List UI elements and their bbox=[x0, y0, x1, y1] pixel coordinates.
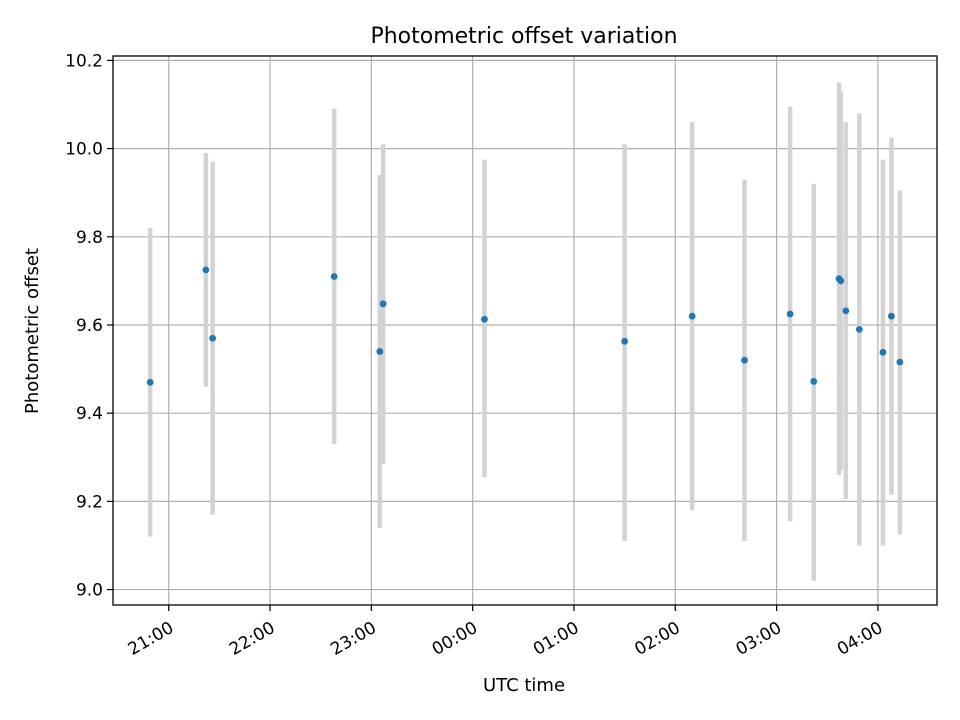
plot-frame bbox=[112, 55, 938, 606]
data-point bbox=[146, 378, 154, 386]
data-point bbox=[888, 312, 895, 320]
grid bbox=[113, 56, 937, 605]
data-point bbox=[842, 307, 850, 315]
data-points bbox=[146, 266, 904, 386]
y-tick-label: 9.2 bbox=[76, 492, 103, 512]
data-point bbox=[330, 273, 338, 280]
y-tick-label: 9.6 bbox=[76, 316, 103, 336]
y-tick-label: 10.2 bbox=[65, 51, 103, 71]
y-tick-label: 9.8 bbox=[76, 228, 103, 248]
x-axis-label: UTC time bbox=[483, 675, 565, 696]
data-point bbox=[810, 378, 818, 385]
y-axis-label: Photometric offset bbox=[22, 248, 43, 414]
data-point bbox=[786, 310, 794, 318]
data-point bbox=[855, 325, 863, 333]
y-axis-ticks: 9.0 9.2 9.4 9.6 9.8 10.0 10.2 bbox=[65, 51, 113, 601]
data-point bbox=[621, 337, 629, 345]
y-tick-label: 9.0 bbox=[76, 581, 103, 601]
data-point bbox=[202, 266, 210, 274]
data-point bbox=[481, 315, 488, 323]
data-point bbox=[688, 312, 696, 320]
data-point bbox=[837, 277, 845, 285]
data-point bbox=[379, 300, 387, 308]
data-point bbox=[896, 358, 904, 366]
data-point bbox=[376, 348, 384, 355]
y-tick-label: 9.4 bbox=[76, 404, 103, 424]
data-point bbox=[879, 348, 887, 356]
chart-title: Photometric offset variation bbox=[370, 24, 677, 49]
data-point bbox=[741, 356, 748, 364]
y-tick-label: 10.0 bbox=[65, 140, 103, 160]
data-point bbox=[209, 334, 217, 342]
